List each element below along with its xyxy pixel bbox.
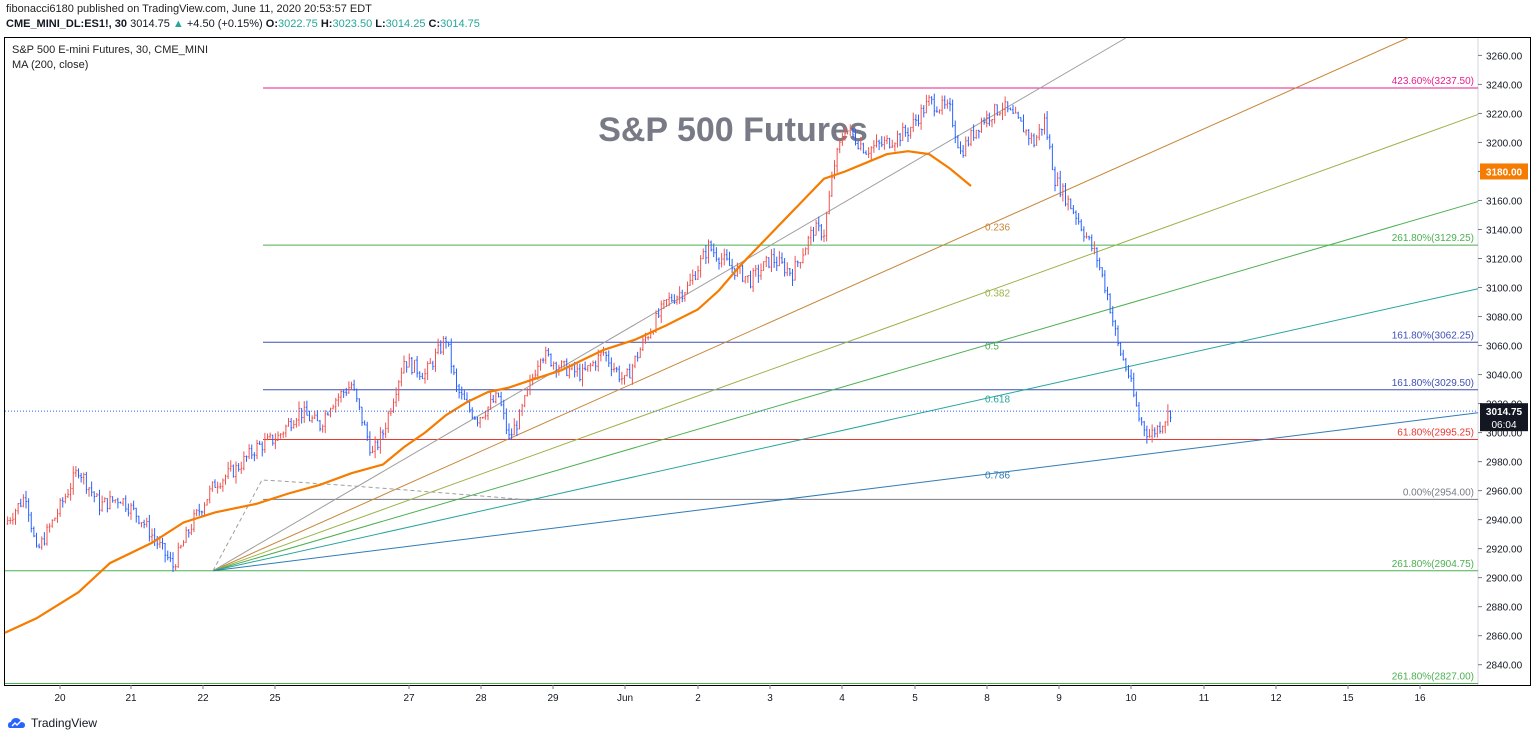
y-tick-label: 3160.00 — [1486, 196, 1523, 207]
fib-fan-line — [212, 288, 1479, 572]
y-tick-label: 3240.00 — [1486, 80, 1523, 91]
close-value: 3014.75 — [440, 18, 480, 30]
last-price: 3014.75 — [130, 18, 170, 30]
price-change: +4.50 (+0.15%) — [186, 18, 263, 30]
x-tick-label: 3 — [767, 693, 773, 704]
fib-fan-label: 0 — [985, 116, 991, 127]
fib-fan-line — [212, 412, 1479, 572]
open-value: 3022.75 — [278, 18, 318, 30]
low-label: L: — [375, 18, 386, 30]
fib-level-label: 261.80%(2904.75) — [1392, 559, 1474, 570]
low-value: 3014.25 — [385, 18, 426, 30]
x-tick-label: 5 — [912, 693, 918, 704]
y-tick-label: 2840.00 — [1486, 661, 1523, 672]
price-candles — [6, 93, 1172, 573]
last-price-tag-label: 3014.75 — [1486, 407, 1523, 418]
last-price-tag — [1480, 403, 1528, 432]
up-arrow-icon: ▲ — [172, 18, 184, 30]
x-tick-label: 8 — [984, 693, 990, 704]
x-tick-label: 21 — [125, 693, 137, 704]
x-tick-label: Jun — [617, 693, 633, 704]
y-tick-label: 2980.00 — [1486, 458, 1523, 469]
x-tick-label: 29 — [547, 693, 559, 704]
open-label: O: — [265, 18, 279, 30]
y-tick-label: 2880.00 — [1486, 603, 1523, 614]
tradingview-logo[interactable]: TradingView — [7, 716, 97, 730]
x-tick-label: 4 — [839, 693, 845, 704]
publish-info: fibonacci6180 published on TradingView.c… — [6, 3, 372, 15]
fib-level-label: 0.00%(2954.00) — [1403, 487, 1474, 498]
y-tick-label: 3200.00 — [1486, 138, 1523, 149]
fib-fan-line — [212, 113, 1479, 572]
y-tick-label: 3080.00 — [1486, 313, 1523, 324]
fib-level-label: 161.80%(3029.50) — [1392, 378, 1474, 389]
y-tick-label: 3140.00 — [1486, 225, 1523, 236]
x-tick-label: 11 — [1199, 693, 1210, 704]
y-tick-label: 3000.00 — [1486, 429, 1523, 440]
y-tick-label: 2940.00 — [1486, 516, 1523, 527]
fib-fan-label: 0.5 — [985, 341, 999, 352]
fib-level-label: 161.80%(3062.25) — [1392, 330, 1474, 341]
symbol-label: CME_MINI_DL:ES1!, 30 — [6, 18, 128, 30]
y-tick-label: 3040.00 — [1486, 371, 1523, 382]
fib-fan-label: 0.786 — [985, 470, 1010, 481]
y-tick-label: 3120.00 — [1486, 255, 1523, 266]
fib-connector-line — [212, 479, 531, 571]
x-tick-label: 16 — [1414, 693, 1426, 704]
fib-fan-label: 0.382 — [985, 288, 1010, 299]
quote-line: CME_MINI_DL:ES1!, 30 3014.75 ▲ +4.50 (+0… — [6, 18, 480, 30]
x-tick-label: 9 — [1056, 693, 1062, 704]
fib-level-label: 423.60%(3237.50) — [1392, 76, 1474, 87]
bar-countdown-label: 06:04 — [1491, 420, 1516, 431]
ma-200-line — [4, 150, 972, 634]
high-value: 3023.50 — [332, 18, 373, 30]
fib-fan-line — [212, 201, 1479, 572]
y-tick-label: 3260.00 — [1486, 51, 1523, 62]
x-tick-label: 25 — [269, 693, 281, 704]
fib-fan-line — [212, 37, 1408, 572]
x-tick-label: 28 — [475, 693, 487, 704]
x-tick-label: 20 — [54, 693, 66, 704]
y-tick-label: 2900.00 — [1486, 574, 1523, 585]
y-tick-label: 2960.00 — [1486, 487, 1523, 498]
tradingview-cloud-icon — [8, 718, 25, 728]
ma-legend[interactable]: MA (200, close) — [12, 59, 89, 71]
fib-level-label: 261.80%(2827.00) — [1392, 672, 1474, 683]
y-tick-label: 3220.00 — [1486, 109, 1523, 120]
x-tick-label: 15 — [1342, 693, 1354, 704]
y-tick-label: 3100.00 — [1486, 284, 1523, 295]
x-tick-label: 27 — [403, 693, 415, 704]
x-tick-label: 12 — [1270, 693, 1282, 704]
fib-level-label: 261.80%(3129.25) — [1392, 233, 1474, 244]
fib-level-label: 61.80%(2995.25) — [1397, 427, 1474, 438]
high-label: H: — [320, 18, 333, 30]
close-label: C: — [428, 18, 441, 30]
fib-fan-label: 0.618 — [985, 395, 1010, 406]
y-tick-label: 2860.00 — [1486, 632, 1523, 643]
brand-label: TradingView — [31, 716, 98, 730]
chart-frame[interactable] — [4, 37, 1531, 686]
y-tick-label: 2920.00 — [1486, 545, 1523, 556]
x-tick-label: 10 — [1125, 693, 1137, 704]
series-legend[interactable]: S&P 500 E-mini Futures, 30, CME_MINI — [12, 44, 209, 56]
chart-header: fibonacci6180 published on TradingView.c… — [0, 0, 1536, 36]
chart-watermark: S&P 500 Futures — [598, 111, 868, 149]
fib-fan-label: 0.236 — [985, 222, 1010, 233]
y-tick-label: 3060.00 — [1486, 342, 1523, 353]
x-tick-label: 2 — [695, 693, 701, 704]
ma-price-tag-label: 3180.00 — [1486, 167, 1523, 178]
ma-price-tag — [1480, 163, 1528, 180]
x-tick-label: 22 — [197, 693, 209, 704]
